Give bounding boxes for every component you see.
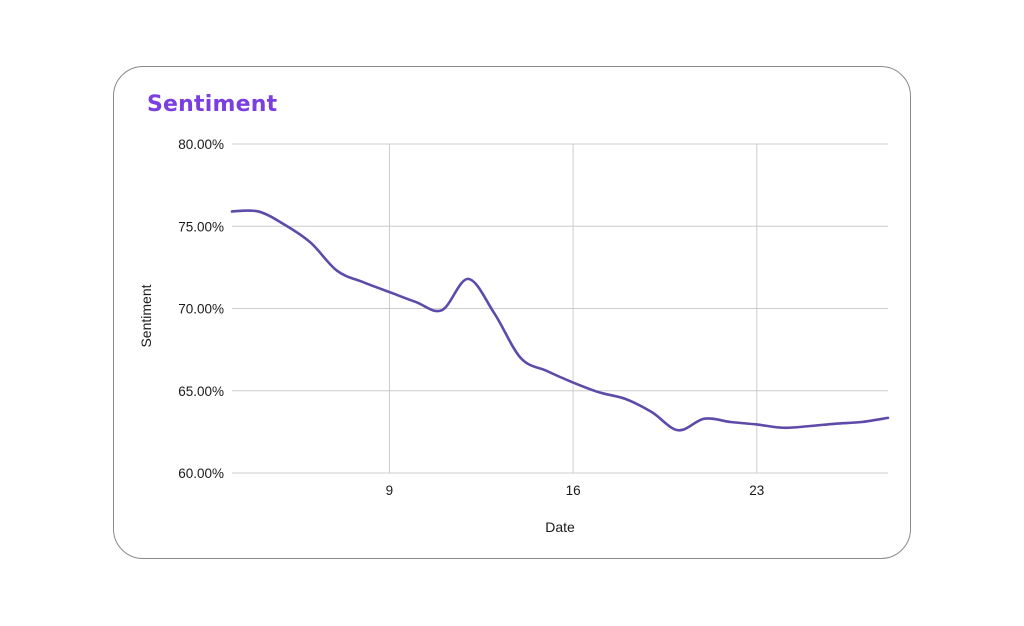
x-tick-label: 16 <box>566 483 581 498</box>
y-axis-label: Sentiment <box>138 284 154 347</box>
chart-card <box>113 66 911 559</box>
sentiment-series-line <box>230 209 890 432</box>
y-tick-label: 65.00% <box>178 384 224 399</box>
y-tick-labels: 60.00% 65.00% 70.00% 75.00% 80.00% <box>178 137 224 481</box>
y-tick-label: 80.00% <box>178 137 224 152</box>
y-tick-label: 70.00% <box>178 302 224 317</box>
y-tick-label: 75.00% <box>178 219 224 234</box>
chart-title: Sentiment <box>147 92 278 117</box>
x-axis-label: Date <box>545 519 575 535</box>
x-tick-labels: 9 16 23 <box>386 483 765 498</box>
grid <box>232 143 888 474</box>
series-group <box>230 209 890 432</box>
y-tick-label: 60.00% <box>178 466 224 481</box>
x-tick-label: 9 <box>386 483 394 498</box>
x-tick-label: 23 <box>749 483 764 498</box>
